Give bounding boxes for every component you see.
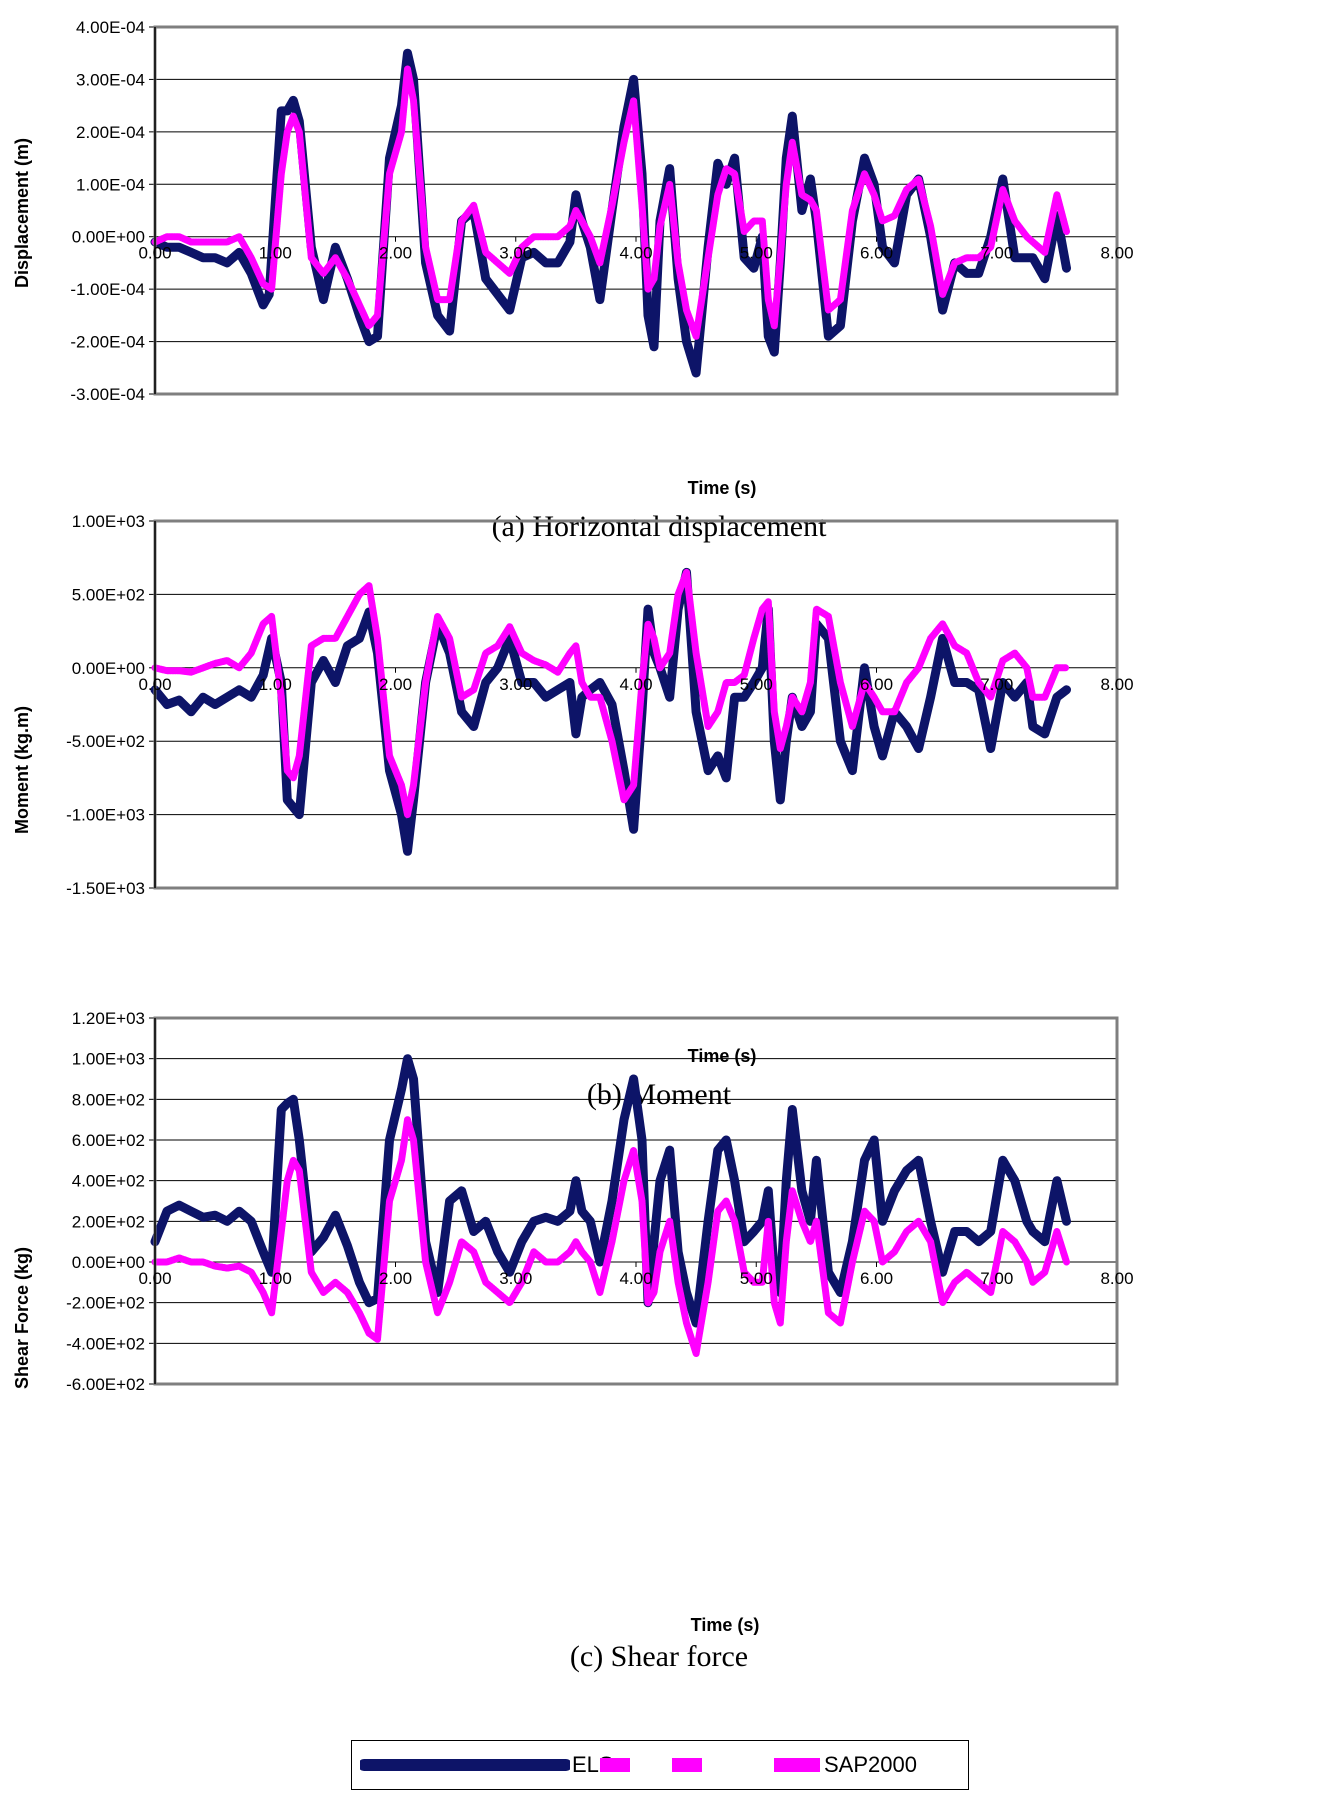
chart-panel-displacement: -3.00E-04 -2.00E-04 -1.00E-04 0.00E+00 1.00E… (0, 0, 1318, 543)
y-tick-label: -1.00E-04 (70, 280, 145, 299)
y-tick-label: 1.20E+03 (72, 1009, 145, 1028)
plot-frame (153, 1016, 1119, 1386)
x-tick-label: 1.00 (259, 244, 292, 263)
x-tick-label: 7.00 (980, 1269, 1013, 1288)
x-axis-title: Time (s) (688, 478, 757, 498)
moment-chart: -1.50E+03 -1.00E+03 -5.00E+02 0.00E+00 5.00E… (12, 512, 1134, 1066)
x-tick-label: 0.00 (138, 244, 171, 263)
x-tick-label: 5.00 (740, 1269, 773, 1288)
x-tick-label: 4.00 (619, 244, 652, 263)
y-tick-label: 1.00E+03 (72, 512, 145, 531)
legend-label: SAP2000 (824, 1752, 917, 1777)
y-axis-title: Displacement (m) (12, 138, 32, 288)
x-tick-label: 5.00 (740, 244, 773, 263)
y-tick-label: 0.00E+00 (72, 659, 145, 678)
y-tick-label: 5.00E+02 (72, 585, 145, 604)
y-tick-label: 8.00E+02 (72, 1090, 145, 1109)
y-tick-label: -4.00E+02 (66, 1334, 145, 1353)
x-tick-label: 0.00 (138, 675, 171, 694)
x-tick-label: 2.00 (379, 675, 412, 694)
y-tick-label: -1.50E+03 (66, 879, 145, 898)
y-tick-label: -1.00E+03 (66, 806, 145, 825)
y-tick-label: 4.00E+02 (72, 1172, 145, 1191)
legend: ELS SAP2000 (351, 1740, 969, 1790)
legend-swatch-dash (600, 1758, 716, 1772)
y-tick-label: 6.00E+02 (72, 1131, 145, 1150)
y-tick-label: 2.00E-04 (76, 123, 145, 142)
chart-caption: (a) Horizontal displacement (491, 510, 827, 543)
y-axis-title: Shear Force (kg) (12, 1247, 32, 1389)
x-tick-label: 2.00 (379, 244, 412, 263)
x-tick-label: 6.00 (860, 675, 893, 694)
y-tick-label: 4.00E-04 (76, 18, 145, 37)
y-tick-label: -2.00E-04 (70, 333, 145, 352)
series-line-sap2000 (151, 1116, 1070, 1357)
legend-swatch-sap2000 (774, 1758, 820, 1772)
y-tick-label: -3.00E-04 (70, 385, 145, 404)
chart-caption: (c) Shear force (569, 1640, 749, 1673)
y-tick-label: 1.00E+03 (72, 1050, 145, 1069)
y-axis-title: Moment (kg.m) (12, 706, 32, 834)
legend-item-dash (598, 1741, 720, 1789)
x-tick-label: 8.00 (1100, 675, 1133, 694)
y-tick-label: 0.00E+00 (72, 1253, 145, 1272)
x-tick-label: 8.00 (1100, 244, 1133, 263)
x-tick-label: 6.00 (860, 244, 893, 263)
x-tick-label: 1.00 (259, 1269, 292, 1288)
chart-panel-moment: -1.50E+03 -1.00E+03 -5.00E+02 0.00E+00 5.00E… (12, 512, 1134, 1111)
x-tick-label: 8.00 (1100, 1269, 1133, 1288)
x-tick-label: 2.00 (379, 1269, 412, 1288)
x-tick-label: 1.00 (259, 675, 292, 694)
chart-caption: (b) Moment (586, 1078, 732, 1111)
x-tick-label: 7.00 (980, 244, 1013, 263)
series-line-sap2000 (151, 568, 1070, 819)
x-tick-label: 4.00 (619, 675, 652, 694)
y-tick-label: 0.00E+00 (72, 228, 145, 247)
x-tick-label: 3.00 (499, 1269, 532, 1288)
x-tick-label: 6.00 (860, 1269, 893, 1288)
y-tick-label: 1.00E-04 (76, 175, 145, 194)
legend-item-els: ELS (360, 1741, 614, 1789)
x-tick-label: 5.00 (740, 675, 773, 694)
y-tick-label: 2.00E+02 (72, 1212, 145, 1231)
x-axis-title: Time (s) (688, 1046, 757, 1066)
y-tick-label: -6.00E+02 (66, 1375, 145, 1394)
legend-swatch-els (360, 1759, 570, 1771)
chart-panel-shear: -6.00E+02 -4.00E+02 -2.00E+02 0.00E+00 2.00E… (12, 1009, 1134, 1673)
x-tick-label: 3.00 (499, 244, 532, 263)
displacement-chart: -3.00E-04 -2.00E-04 -1.00E-04 0.00E+00 1.00E… (12, 18, 1134, 498)
x-tick-label: 7.00 (980, 675, 1013, 694)
x-axis-title: Time (s) (691, 1615, 760, 1635)
x-tick-label: 3.00 (499, 675, 532, 694)
y-tick-label: -2.00E+02 (66, 1294, 145, 1313)
x-tick-label: 0.00 (138, 1269, 171, 1288)
y-tick-label: 3.00E-04 (76, 70, 145, 89)
series-line-sap2000 (151, 65, 1070, 340)
legend-item-sap2000: SAP2000 (772, 1741, 917, 1789)
x-tick-label: 4.00 (619, 1269, 652, 1288)
shear-force-chart: -6.00E+02 -4.00E+02 -2.00E+02 0.00E+00 2.00E… (12, 1009, 1134, 1635)
y-tick-label: -5.00E+02 (66, 732, 145, 751)
